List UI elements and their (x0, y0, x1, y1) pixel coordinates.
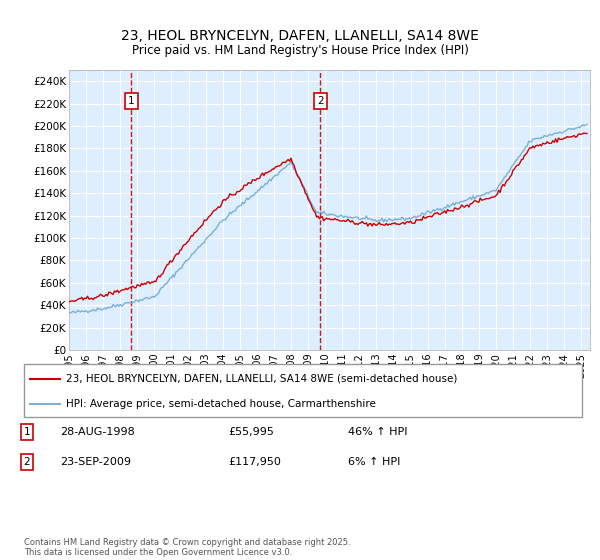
Text: 23, HEOL BRYNCELYN, DAFEN, LLANELLI, SA14 8WE: 23, HEOL BRYNCELYN, DAFEN, LLANELLI, SA1… (121, 29, 479, 44)
Text: HPI: Average price, semi-detached house, Carmarthenshire: HPI: Average price, semi-detached house,… (66, 399, 376, 409)
Text: 2: 2 (317, 96, 323, 106)
Text: 2: 2 (23, 457, 31, 467)
Text: 1: 1 (128, 96, 134, 106)
Text: 46% ↑ HPI: 46% ↑ HPI (348, 427, 407, 437)
Text: Contains HM Land Registry data © Crown copyright and database right 2025.
This d: Contains HM Land Registry data © Crown c… (24, 538, 350, 557)
FancyBboxPatch shape (24, 364, 582, 417)
Text: 23, HEOL BRYNCELYN, DAFEN, LLANELLI, SA14 8WE (semi-detached house): 23, HEOL BRYNCELYN, DAFEN, LLANELLI, SA1… (66, 374, 457, 384)
Text: Price paid vs. HM Land Registry's House Price Index (HPI): Price paid vs. HM Land Registry's House … (131, 44, 469, 57)
Text: 1: 1 (23, 427, 31, 437)
Text: 6% ↑ HPI: 6% ↑ HPI (348, 457, 400, 467)
Text: £117,950: £117,950 (228, 457, 281, 467)
Text: 23-SEP-2009: 23-SEP-2009 (60, 457, 131, 467)
Text: 28-AUG-1998: 28-AUG-1998 (60, 427, 135, 437)
Text: £55,995: £55,995 (228, 427, 274, 437)
